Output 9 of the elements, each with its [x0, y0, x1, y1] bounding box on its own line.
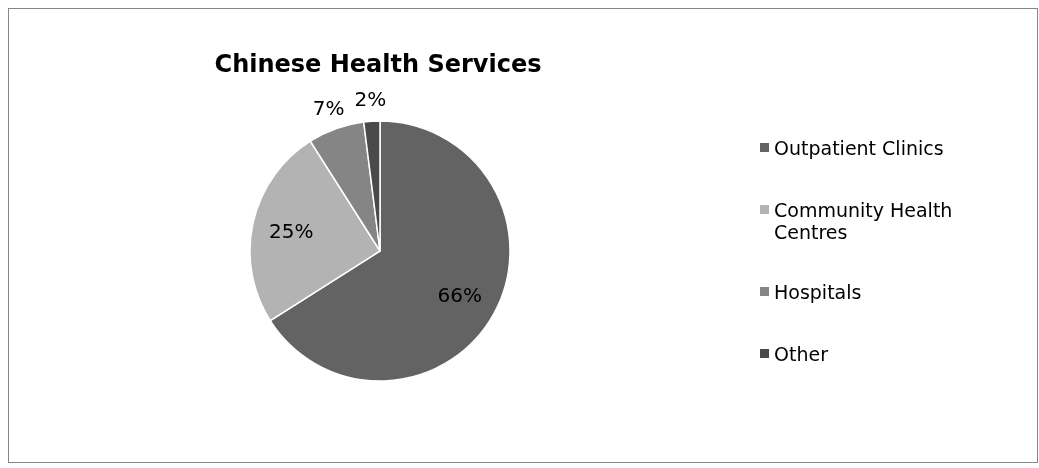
legend-label: Hospitals: [774, 280, 862, 303]
legend-label: Outpatient Clinics: [774, 136, 944, 159]
chart-title: Chinese Health Services: [214, 50, 542, 78]
legend-label: Community Health Centres: [774, 198, 953, 244]
data-label: 25%: [268, 219, 314, 244]
data-label: 66%: [437, 282, 482, 307]
data-label: 7%: [312, 95, 345, 120]
data-label: 2%: [354, 87, 387, 112]
legend-label: Other: [774, 342, 829, 365]
